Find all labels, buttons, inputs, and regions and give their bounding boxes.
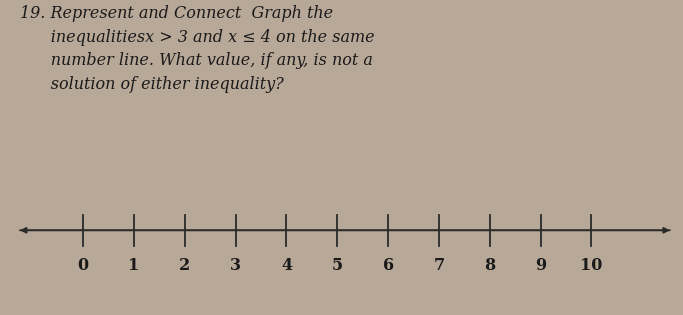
Text: 3: 3 (230, 257, 241, 274)
Text: 7: 7 (434, 257, 445, 274)
Text: 8: 8 (484, 257, 495, 274)
Text: 2: 2 (179, 257, 191, 274)
Text: 9: 9 (535, 257, 546, 274)
Text: 10: 10 (581, 257, 602, 274)
Text: 6: 6 (382, 257, 393, 274)
Text: 1: 1 (128, 257, 139, 274)
Text: 5: 5 (332, 257, 343, 274)
Text: 4: 4 (281, 257, 292, 274)
Text: 19. Represent and Connect  Graph the
      inequalitiesx > 3 and x ≤ 4 on the sa: 19. Represent and Connect Graph the ineq… (20, 5, 375, 93)
Text: 0: 0 (78, 257, 89, 274)
